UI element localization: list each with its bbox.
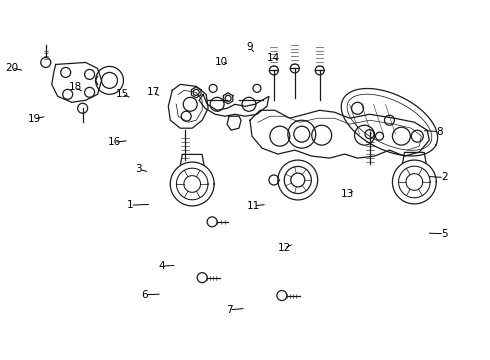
Text: 2: 2	[441, 172, 447, 183]
Text: 15: 15	[115, 89, 128, 99]
Text: 16: 16	[108, 138, 121, 147]
Text: 19: 19	[27, 114, 41, 124]
Text: 8: 8	[436, 127, 442, 136]
Text: 14: 14	[267, 53, 280, 63]
Text: 13: 13	[341, 189, 354, 199]
Text: 9: 9	[246, 42, 253, 52]
Text: 10: 10	[215, 57, 228, 67]
Text: 6: 6	[142, 290, 148, 300]
Text: 11: 11	[247, 201, 260, 211]
Text: 18: 18	[69, 82, 82, 93]
Text: 1: 1	[127, 200, 134, 210]
Text: 7: 7	[226, 305, 233, 315]
Text: 3: 3	[135, 164, 142, 174]
Text: 5: 5	[441, 229, 447, 239]
Text: 4: 4	[159, 261, 165, 271]
Text: 20: 20	[5, 63, 18, 73]
Text: 12: 12	[277, 243, 291, 253]
Text: 17: 17	[147, 87, 160, 97]
